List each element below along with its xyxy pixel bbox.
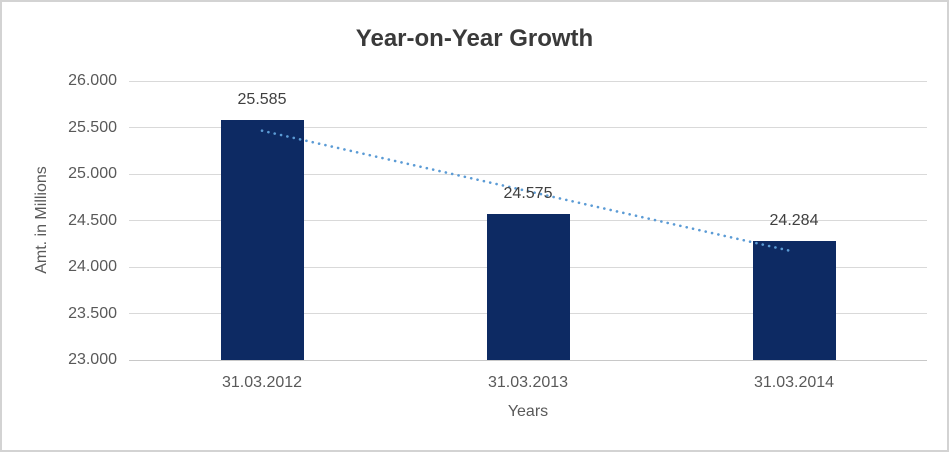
x-axis-tick-label: 31.03.2012	[221, 374, 303, 391]
bar-data-label: 24.284	[769, 211, 819, 229]
y-axis-tick-label: 23.500	[68, 304, 117, 322]
bar	[752, 240, 836, 360]
bar	[486, 213, 570, 360]
y-axis-tick-label: 26.000	[68, 72, 117, 89]
gridline	[129, 173, 927, 175]
x-axis-tick-label: 31.03.2014	[753, 374, 835, 391]
y-axis-tick-label: 25.000	[68, 165, 117, 182]
y-axis-tick-label: 23.000	[68, 351, 117, 368]
y-axis-tick-label: 25.500	[68, 118, 117, 136]
x-axis-title: Years	[507, 403, 549, 420]
y-axis-tick-label: 24.500	[68, 211, 117, 229]
bar-data-label: 24.575	[503, 184, 553, 202]
trendline-path	[260, 129, 796, 253]
bar	[220, 119, 304, 360]
trendline	[260, 129, 796, 253]
gridline	[129, 80, 927, 82]
x-axis-tick-label: 31.03.2013	[487, 374, 569, 391]
gridline	[129, 127, 927, 128]
gridline	[129, 359, 927, 361]
chart-title: Year-on-Year Growth	[355, 25, 594, 52]
plot-area: 25.585 24.575 24.284	[129, 80, 927, 361]
y-axis-tick-label: 24.000	[68, 258, 117, 275]
bar-data-label: 25.585	[237, 90, 287, 108]
